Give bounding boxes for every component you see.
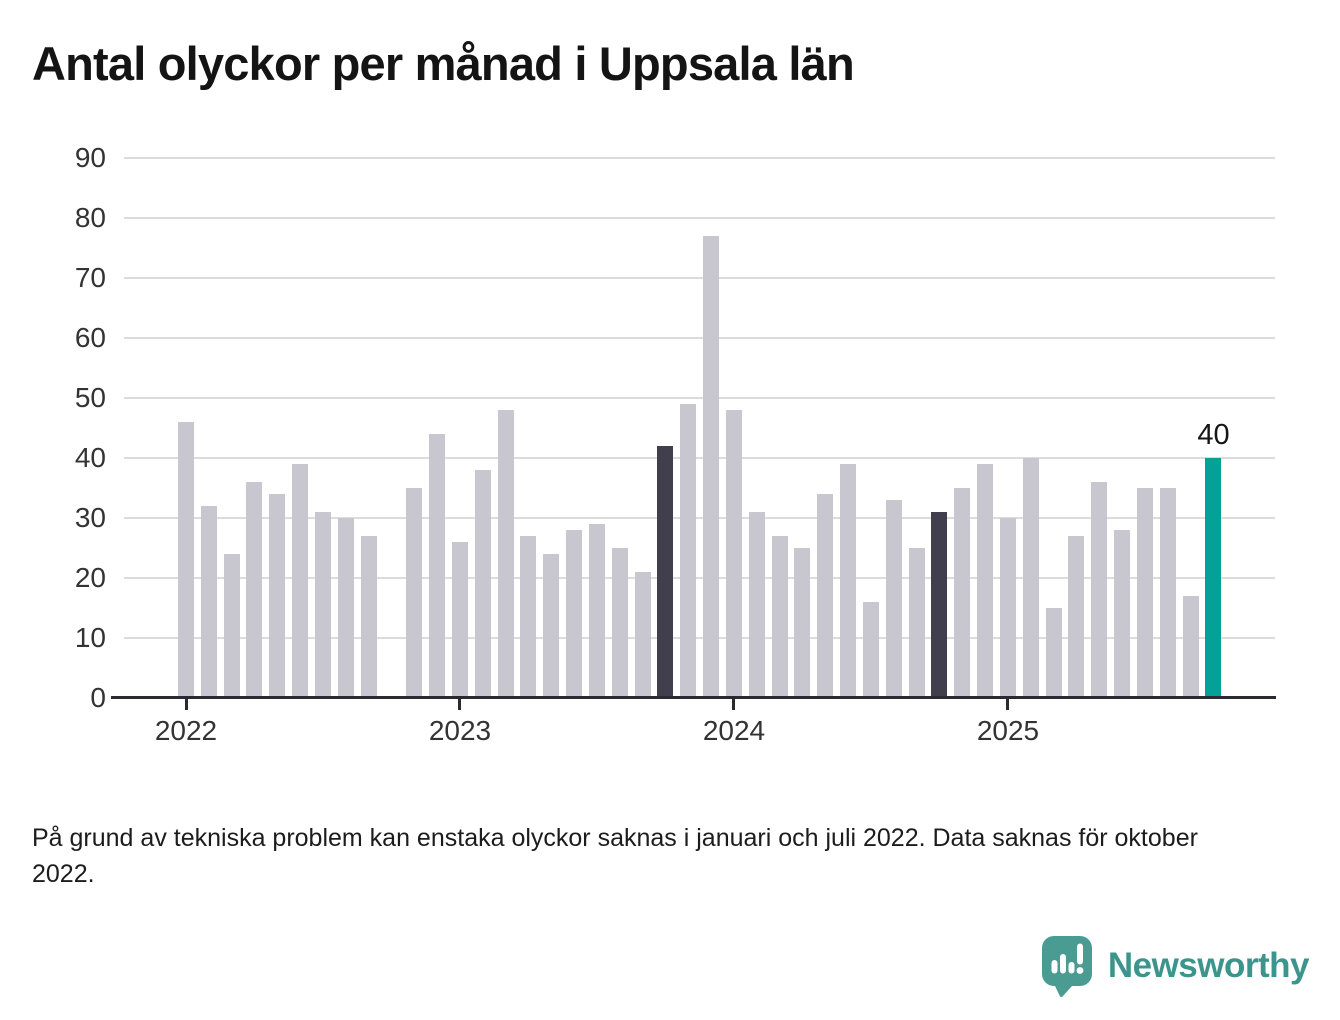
gridline-y-90 [124, 157, 1275, 159]
gridline-y-30 [124, 517, 1275, 519]
chart-footnote: På grund av tekniska problem kan enstaka… [32, 824, 1198, 888]
bar-2024-10 [931, 512, 948, 698]
bar-2022-11 [406, 488, 423, 698]
bar-2024-11 [954, 488, 971, 698]
x-axis-tick-2022 [184, 699, 188, 710]
y-axis-label-30: 30 [74, 502, 106, 533]
bar-2023-05 [543, 554, 560, 698]
bar-2023-06 [566, 530, 583, 698]
newsworthy-wordmark: Newsworthy [1107, 946, 1310, 985]
bar-2024-08 [885, 500, 902, 698]
x-axis-label-2024: 2024 [702, 715, 766, 746]
bar-2025-10 [1205, 458, 1222, 698]
bar-2025-04 [1068, 536, 1085, 698]
bar-2023-11 [680, 404, 697, 698]
bar-2025-03 [1045, 608, 1062, 698]
bar-2025-06 [1114, 530, 1131, 698]
bar-2022-05 [269, 494, 286, 698]
bar-2024-04 [794, 548, 811, 698]
gridline-y-20 [124, 577, 1275, 579]
gridline-y-10 [124, 637, 1275, 639]
bar-2022-08 [337, 518, 354, 698]
y-axis-label-20: 20 [74, 562, 106, 593]
bar-2024-01 [725, 410, 742, 698]
bar-2022-02 [200, 506, 217, 698]
x-axis-label-2025: 2025 [976, 715, 1040, 746]
y-axis-label-70: 70 [74, 262, 106, 293]
bar-2024-09 [908, 548, 925, 698]
bar-2024-05 [817, 494, 834, 698]
bar-2024-06 [840, 464, 857, 698]
bar-2022-12 [429, 434, 446, 698]
y-axis-label-90: 90 [74, 142, 106, 173]
bar-2023-04 [520, 536, 537, 698]
bar-2022-09 [360, 536, 377, 698]
gridline-y-70 [124, 277, 1275, 279]
bar-2024-03 [771, 536, 788, 698]
bar-2025-08 [1159, 488, 1176, 698]
y-axis-label-80: 80 [74, 202, 106, 233]
x-axis-tick-2024 [732, 699, 736, 710]
newsworthy-branding: Newsworthy [1041, 935, 1310, 997]
x-axis-label-2023: 2023 [428, 715, 492, 746]
bar-2023-12 [703, 236, 720, 698]
accent-bar-value-label: 40 [1197, 419, 1230, 451]
bar-2025-05 [1091, 482, 1108, 698]
bar-2023-02 [474, 470, 491, 698]
bar-2025-07 [1136, 488, 1153, 698]
bar-2022-07 [314, 512, 331, 698]
bar-2023-01 [451, 542, 468, 698]
y-axis-label-60: 60 [74, 322, 106, 353]
y-axis-label-10: 10 [74, 622, 106, 653]
bar-2023-10 [657, 446, 674, 698]
y-axis-label-40: 40 [74, 442, 106, 473]
bar-2025-02 [1022, 458, 1039, 698]
x-axis-tick-2025 [1006, 699, 1010, 710]
gridline-y-50 [124, 397, 1275, 399]
bar-2024-12 [977, 464, 994, 698]
bar-2025-01 [999, 518, 1016, 698]
gridline-y-80 [124, 217, 1275, 219]
bar-2023-09 [634, 572, 651, 698]
bar-2025-09 [1182, 596, 1199, 698]
bar-2023-03 [497, 410, 514, 698]
bar-2022-03 [223, 554, 240, 698]
x-axis-label-2022: 2022 [154, 715, 218, 746]
y-axis-label-0: 0 [90, 682, 106, 713]
newsworthy-speech-bubble-chart-icon [1041, 936, 1092, 997]
chart-title: Antal olyckor per månad i Uppsala län [32, 37, 855, 90]
bar-2023-08 [611, 548, 628, 698]
bar-2023-07 [588, 524, 605, 698]
gridline-y-40 [124, 457, 1275, 459]
bar-2022-06 [292, 464, 309, 698]
x-axis-line [111, 696, 1276, 699]
gridline-y-60 [124, 337, 1275, 339]
y-axis-label-50: 50 [74, 382, 106, 413]
x-axis-tick-2023 [458, 699, 462, 710]
bar-2024-02 [748, 512, 765, 698]
bar-2024-07 [862, 602, 879, 698]
bar-2022-01 [178, 422, 194, 698]
bar-2022-04 [246, 482, 263, 698]
